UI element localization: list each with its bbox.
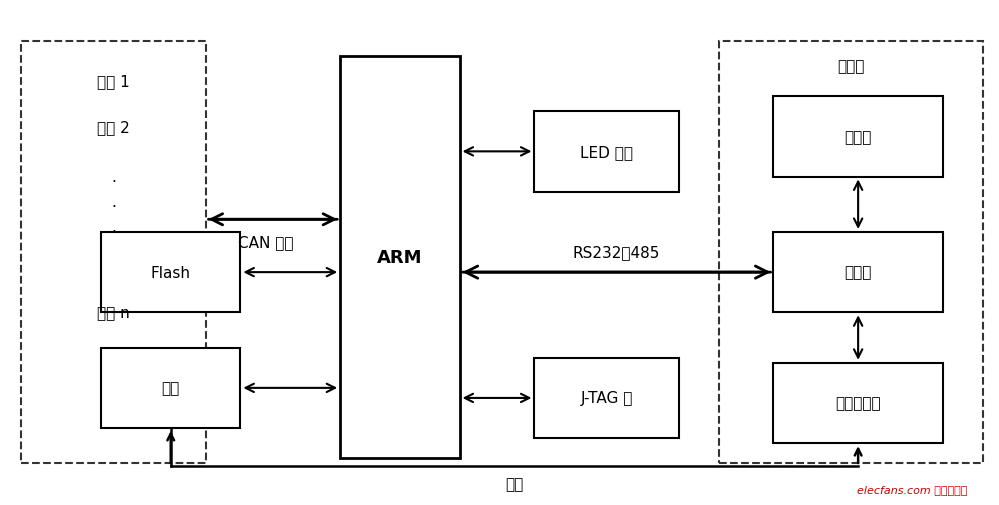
Text: elecfans.com 电子发烧友: elecfans.com 电子发烧友 bbox=[857, 484, 968, 493]
Text: .: . bbox=[111, 220, 116, 235]
Text: Flash: Flash bbox=[151, 265, 191, 280]
Text: 表头 n: 表头 n bbox=[97, 306, 130, 320]
Text: 手持抄表器: 手持抄表器 bbox=[835, 396, 881, 411]
Text: 时钟: 时钟 bbox=[162, 381, 180, 395]
Bar bbox=[534, 358, 678, 438]
Text: 上位机: 上位机 bbox=[837, 59, 864, 74]
Text: J-TAG 口: J-TAG 口 bbox=[580, 391, 632, 406]
Text: ARM: ARM bbox=[378, 248, 423, 267]
Text: .: . bbox=[111, 170, 116, 185]
Bar bbox=[101, 348, 241, 428]
Text: CAN 总线: CAN 总线 bbox=[238, 235, 293, 250]
Bar bbox=[773, 363, 943, 443]
Text: 通讯器: 通讯器 bbox=[844, 265, 872, 280]
Bar bbox=[340, 57, 460, 459]
Bar bbox=[101, 232, 241, 313]
Text: 计算机: 计算机 bbox=[844, 129, 872, 144]
Text: 对时: 对时 bbox=[505, 476, 523, 491]
Text: 表头 1: 表头 1 bbox=[97, 74, 130, 89]
Bar bbox=[534, 112, 678, 192]
Text: 表头 2: 表头 2 bbox=[97, 120, 130, 134]
Text: .: . bbox=[111, 195, 116, 210]
Bar bbox=[773, 232, 943, 313]
Text: LED 显示: LED 显示 bbox=[580, 144, 633, 160]
Bar bbox=[773, 97, 943, 177]
Text: RS232、485: RS232、485 bbox=[572, 245, 660, 260]
Bar bbox=[718, 41, 983, 464]
Bar bbox=[21, 41, 206, 464]
